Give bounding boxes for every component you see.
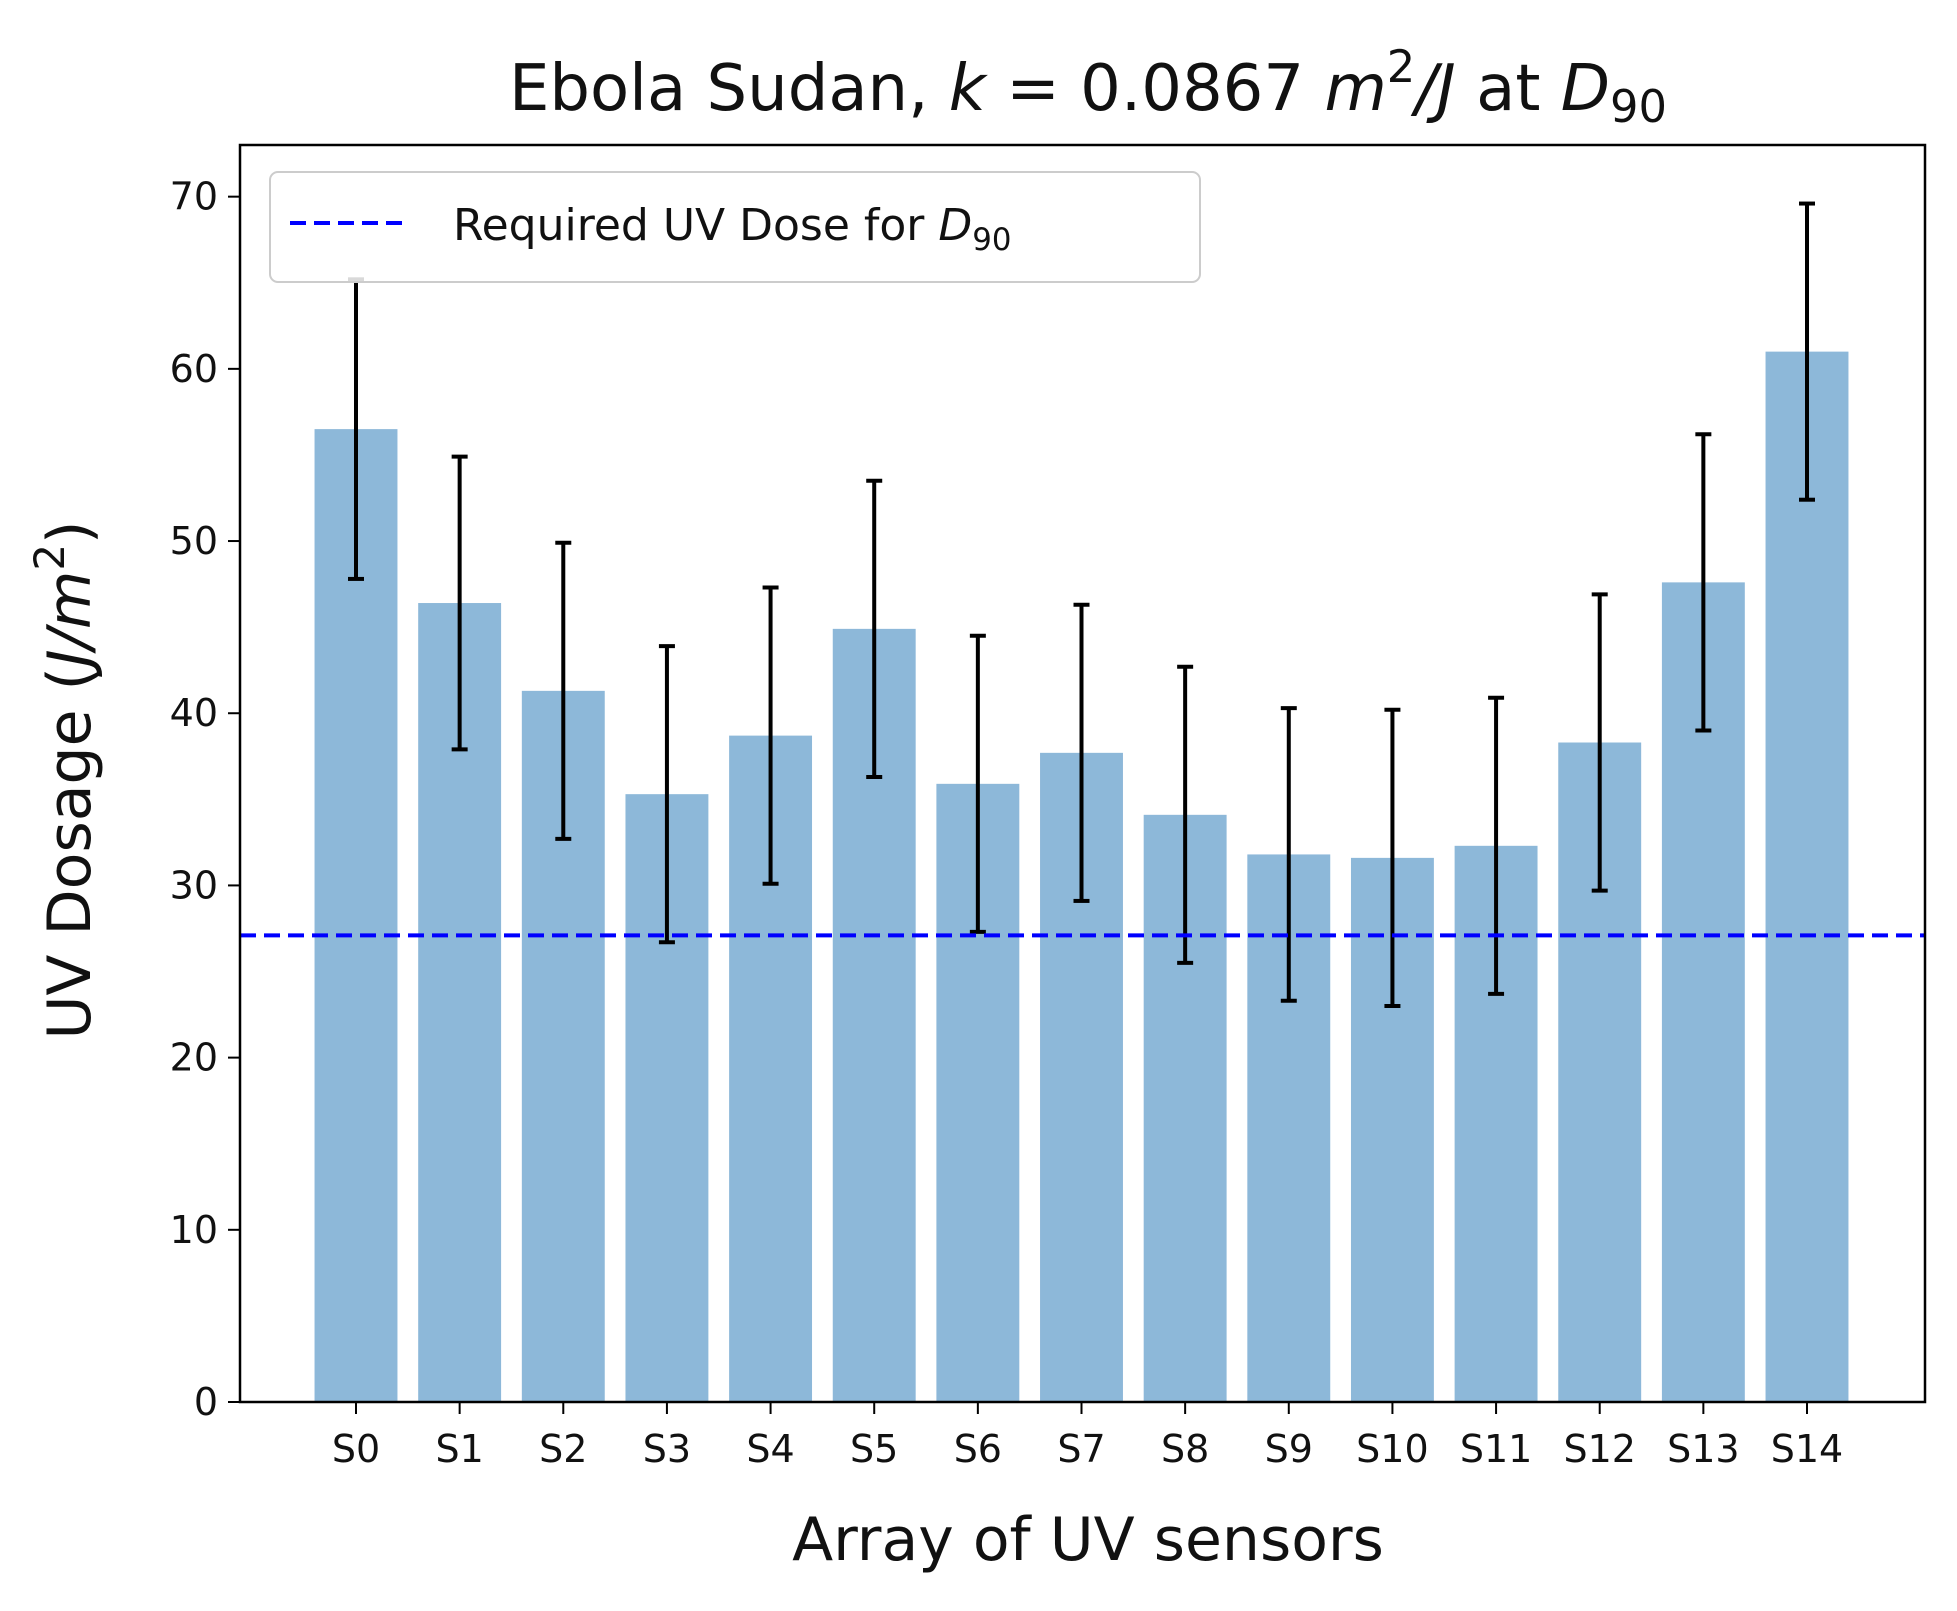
y-tick-label: 60 [170, 347, 218, 391]
x-tick-label: S14 [1771, 1427, 1843, 1471]
y-tick-label: 50 [170, 519, 218, 563]
y-tick-label: 0 [194, 1380, 218, 1424]
bar-s14 [1765, 351, 1849, 1402]
x-tick-label: S0 [332, 1427, 380, 1471]
legend-box [269, 171, 1201, 283]
bars [314, 351, 1849, 1402]
x-tick-label: S10 [1356, 1427, 1428, 1471]
y-axis-label: UV Dosage (J/m2) [25, 521, 105, 1040]
bar-s0 [314, 429, 398, 1402]
y-tick-label: 30 [170, 863, 218, 907]
x-tick-label: S6 [954, 1427, 1002, 1471]
x-tick-label: S13 [1667, 1427, 1739, 1471]
error-bar-s1 [451, 454, 468, 752]
x-tick-label: S4 [746, 1427, 794, 1471]
error-bar-s4 [762, 585, 779, 886]
y-axis-ticks: 0 10 20 30 40 50 60 70 [170, 175, 240, 1424]
error-bars [348, 201, 1815, 1008]
error-bar-s13 [1695, 432, 1712, 733]
legend: Required UV Dose for D90 [269, 171, 1201, 283]
x-axis-ticks: S0 S1 S2 S3 S4 S5 S6 S7 S8 S9 S10 S11 S12 S13 S14 [332, 1402, 1843, 1471]
error-bar-s14 [1799, 201, 1815, 502]
y-tick-label: 40 [170, 691, 218, 735]
error-bar-s9 [1280, 706, 1297, 1003]
error-bar-s11 [1488, 695, 1505, 996]
error-bar-s8 [1177, 664, 1194, 965]
x-tick-label: S11 [1460, 1427, 1532, 1471]
x-tick-label: S12 [1563, 1427, 1635, 1471]
legend-label: Required UV Dose for D90 [453, 200, 1011, 258]
error-bar-s3 [658, 644, 675, 945]
chart-title: Ebola Sudan, k = 0.0867 m2/J at D90 [509, 40, 1667, 133]
x-tick-label: S9 [1265, 1427, 1313, 1471]
error-bar-s2 [555, 540, 572, 841]
y-tick-label: 70 [170, 175, 218, 219]
error-bar-s10 [1384, 707, 1401, 1008]
error-bar-s12 [1591, 592, 1608, 893]
y-tick-label: 20 [170, 1036, 218, 1080]
x-tick-label: S7 [1057, 1427, 1105, 1471]
error-bar-s6 [969, 633, 986, 934]
x-tick-label: S2 [539, 1427, 587, 1471]
x-tick-label: S8 [1161, 1427, 1209, 1471]
x-axis-label: Array of UV sensors [792, 1505, 1384, 1575]
x-tick-label: S3 [643, 1427, 691, 1471]
error-bar-s5 [866, 478, 883, 779]
error-bar-s7 [1073, 602, 1090, 903]
y-tick-label: 10 [170, 1208, 218, 1252]
x-tick-label: S5 [850, 1427, 898, 1471]
x-tick-label: S1 [435, 1427, 483, 1471]
